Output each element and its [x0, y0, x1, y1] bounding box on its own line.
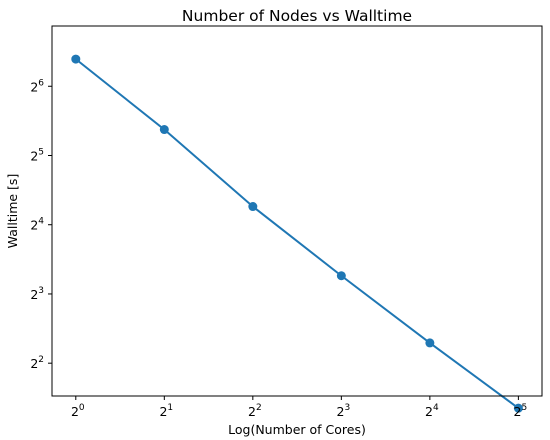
plot-area	[71, 54, 523, 413]
x-tick-label: 21	[159, 403, 173, 419]
x-tick-label: 20	[71, 403, 85, 419]
chart-title: Number of Nodes vs Walltime	[182, 7, 412, 25]
data-point	[425, 338, 435, 348]
data-point	[513, 403, 523, 413]
y-tick-label: 22	[30, 355, 44, 371]
axes-frame	[51, 25, 543, 397]
y-tick-label: 23	[30, 286, 44, 302]
x-axis: 20 21 22 23 24 25	[71, 396, 527, 419]
y-tick-label: 25	[30, 147, 44, 163]
y-axis-label: Walltime [s]	[5, 174, 20, 249]
y-tick-label: 24	[30, 217, 44, 233]
x-tick-label: 25	[514, 403, 528, 419]
x-tick-label: 24	[425, 403, 439, 419]
x-axis-label: Log(Number of Cores)	[228, 422, 366, 437]
data-point	[159, 125, 169, 135]
y-axis: 22 23 24 25 26	[30, 78, 52, 371]
x-tick-label: 23	[337, 403, 351, 419]
data-point	[248, 202, 258, 212]
data-point	[71, 54, 81, 64]
y-tick-label: 26	[30, 78, 44, 94]
series-line	[75, 58, 519, 409]
data-point	[336, 271, 346, 281]
x-tick-label: 22	[248, 403, 262, 419]
